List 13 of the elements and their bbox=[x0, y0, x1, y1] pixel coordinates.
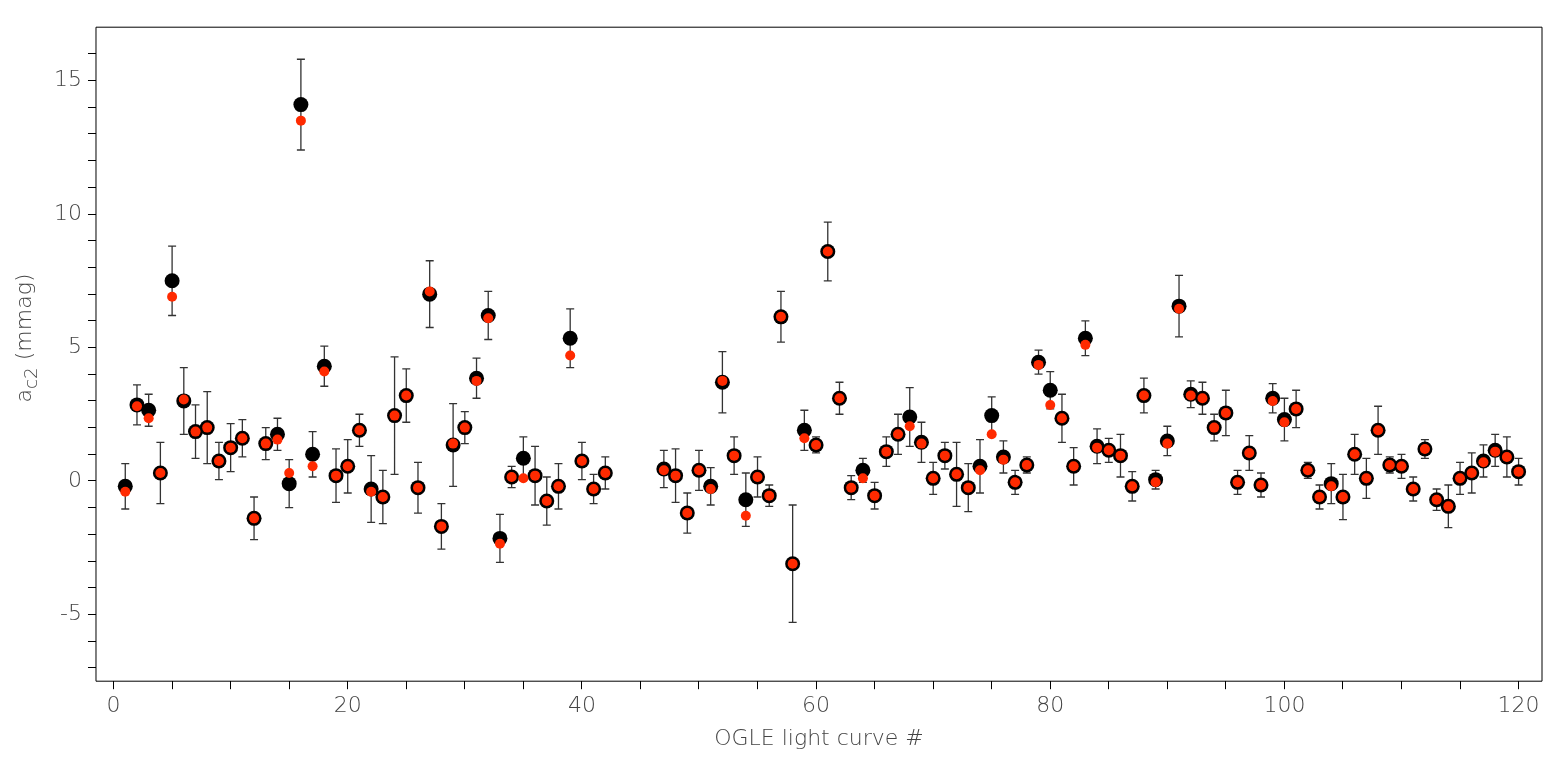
x-axis-title: OGLE light curve # bbox=[714, 724, 924, 750]
x-tick-label: 40 bbox=[567, 692, 596, 718]
x-tick-label: 120 bbox=[1497, 692, 1540, 718]
x-tick-label: 20 bbox=[333, 692, 362, 718]
y-tick-label: 0 bbox=[67, 466, 82, 492]
x-tick-label: 0 bbox=[106, 692, 121, 718]
y-tick-label: -5 bbox=[60, 600, 82, 626]
x-tick-label: 60 bbox=[802, 692, 831, 718]
x-tick-label: 100 bbox=[1263, 692, 1306, 718]
y-tick-label: 10 bbox=[53, 199, 82, 225]
y-tick-label: 15 bbox=[53, 66, 82, 92]
y-tick-label: 5 bbox=[67, 333, 82, 359]
x-tick-label: 80 bbox=[1036, 692, 1065, 718]
